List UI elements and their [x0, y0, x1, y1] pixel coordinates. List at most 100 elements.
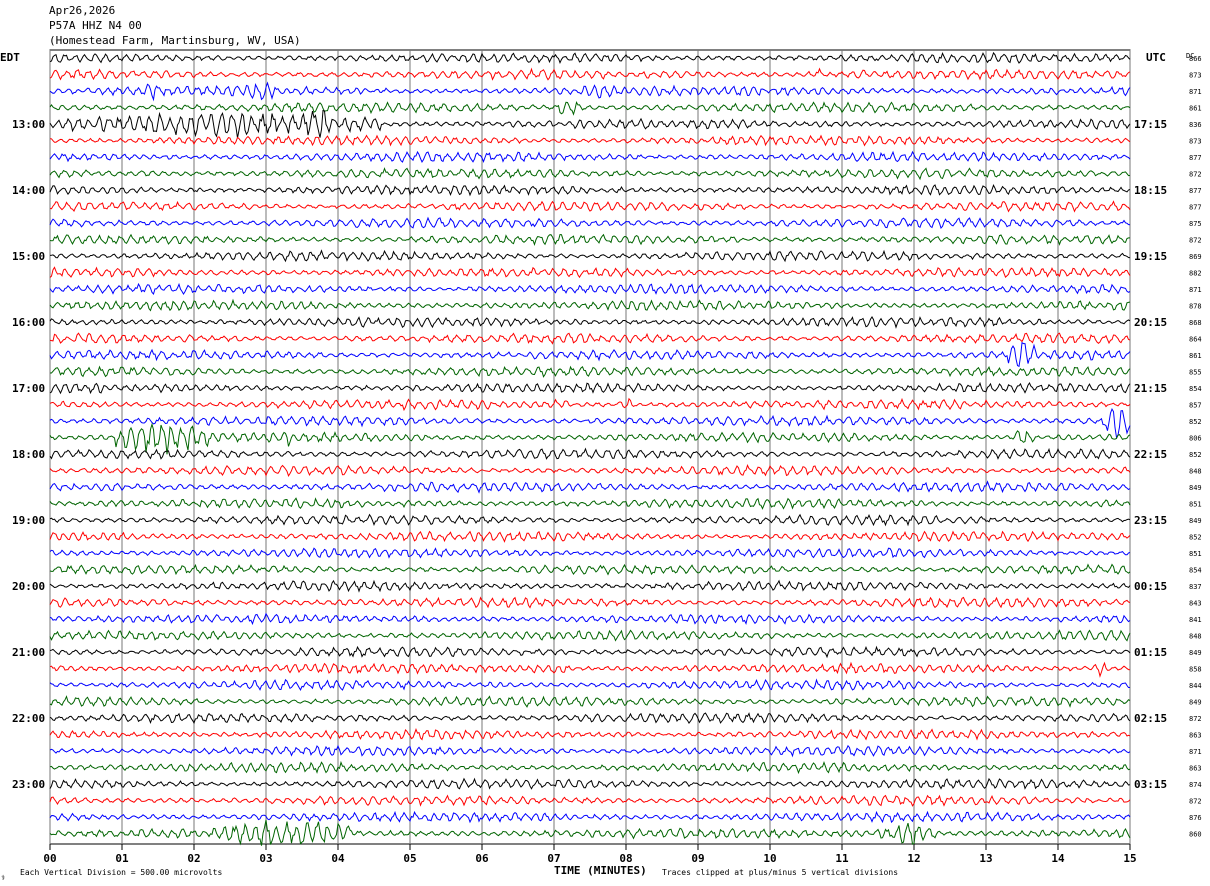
x-tick-label: 04: [331, 852, 345, 865]
edt-hour-label: 20:00: [12, 580, 45, 593]
dc-offset-label: 837: [1189, 583, 1202, 591]
edt-hour-label: 18:00: [12, 448, 45, 461]
dc-offset-label: 875: [1189, 220, 1202, 228]
trace-line: [49, 316, 1131, 329]
plot-frame: [49, 49, 1131, 845]
trace-line: [49, 184, 1131, 197]
utc-hour-label: 19:15: [1134, 250, 1167, 263]
x-tick-label: 10: [763, 852, 776, 865]
trace-line: [49, 810, 1131, 824]
trace-line: [49, 629, 1131, 642]
edt-hour-label: 23:00: [12, 778, 45, 791]
trace-line: [49, 547, 1131, 559]
edt-hour-label: 16:00: [12, 316, 45, 329]
x-tick-label: 12: [907, 852, 920, 865]
dc-offset-label: 882: [1189, 270, 1202, 278]
edt-hour-label: 14:00: [12, 184, 45, 197]
utc-hour-label: 01:15: [1134, 646, 1167, 659]
trace-line: [49, 612, 1131, 626]
edt-label: EDT: [0, 51, 20, 64]
trace-line: [49, 530, 1131, 543]
dc-offset-label: 848: [1189, 468, 1202, 476]
utc-hour-label: 20:15: [1134, 316, 1167, 329]
dc-offset-label: 860: [1189, 831, 1202, 839]
header-location: (Homestead Farm, Martinsburg, WV, USA): [49, 34, 301, 47]
edt-hour-label: 13:00: [12, 118, 45, 131]
trace-line: [49, 341, 1131, 368]
dc-offset-label: 844: [1189, 682, 1202, 690]
trace-line: [49, 67, 1131, 81]
utc-hour-label: 17:15: [1134, 118, 1167, 131]
trace-line: [49, 81, 1131, 102]
dc-offset-label: 849: [1189, 649, 1202, 657]
edt-hour-label: 19:00: [12, 514, 45, 527]
trace-line: [49, 480, 1131, 494]
trace-line: [49, 596, 1131, 609]
dc-label: DC: [1186, 52, 1194, 60]
dc-offset-label: 863: [1189, 765, 1202, 773]
x-tick-label: 02: [187, 852, 200, 865]
trace-line: [49, 381, 1131, 395]
dc-offset-label: 854: [1189, 567, 1202, 575]
trace-line: [49, 200, 1131, 213]
trace-line: [49, 282, 1131, 295]
trace-line: [49, 497, 1131, 510]
x-tick-label: 00: [43, 852, 56, 865]
trace-line: [49, 109, 1131, 139]
utc-hour-label: 23:15: [1134, 514, 1167, 527]
dc-offset-label: 869: [1189, 253, 1202, 261]
x-tick-label: 01: [115, 852, 129, 865]
trace-line: [49, 298, 1131, 312]
x-tick-label: 11: [835, 852, 849, 865]
trace-line: [49, 150, 1131, 163]
dc-offset-label: 873: [1189, 138, 1202, 146]
dc-offset-label: 861: [1189, 105, 1202, 113]
trace-line: [49, 645, 1131, 659]
dc-offset-label: 868: [1189, 319, 1202, 327]
dc-offset-label: 848: [1189, 633, 1202, 641]
trace-line: [49, 579, 1131, 593]
utc-label: UTC: [1146, 51, 1166, 64]
dc-offset-label: 858: [1189, 666, 1202, 674]
dc-offset-label: 843: [1189, 600, 1202, 608]
dc-offset-label: 872: [1189, 798, 1202, 806]
trace-line: [49, 397, 1131, 412]
dc-offset-label: 852: [1189, 451, 1202, 459]
x-tick-label: 03: [259, 852, 272, 865]
trace-line: [49, 266, 1131, 279]
dc-offset-label: 866: [1189, 55, 1202, 63]
corner-mark: ⚕: [1, 874, 5, 882]
dc-offset-label: 849: [1189, 699, 1202, 707]
edt-hour-label: 22:00: [12, 712, 45, 725]
trace-line: [49, 712, 1131, 725]
dc-offset-label: 861: [1189, 352, 1202, 360]
x-tick-label: 07: [547, 852, 560, 865]
header-date: Apr26,2026: [49, 4, 116, 17]
trace-line: [49, 563, 1131, 576]
utc-hour-label: 18:15: [1134, 184, 1167, 197]
trace-line: [49, 249, 1131, 263]
utc-hour-label: 03:15: [1134, 778, 1167, 791]
dc-offset-label: 852: [1189, 418, 1202, 426]
dc-offset-label: 877: [1189, 187, 1202, 195]
dc-offset-label: 878: [1189, 303, 1202, 311]
x-tick-label: 13: [979, 852, 992, 865]
dc-offset-label: 874: [1189, 781, 1202, 789]
dc-offset-label: 806: [1189, 435, 1202, 443]
trace-line: [49, 422, 1131, 455]
trace-line: [49, 167, 1131, 181]
trace-line: [49, 513, 1131, 527]
clip-note: Traces clipped at plus/minus 5 vertical …: [662, 868, 898, 877]
dc-offset-label: 854: [1189, 385, 1202, 393]
dc-offset-label: 851: [1189, 501, 1202, 509]
edt-hour-label: 15:00: [12, 250, 45, 263]
utc-hour-label: 02:15: [1134, 712, 1167, 725]
header-station: P57A HHZ N4 00: [49, 19, 142, 32]
seismic-traces: [49, 51, 1131, 846]
minute-grid: [49, 50, 1131, 844]
trace-line: [49, 760, 1131, 775]
utc-hour-label: 21:15: [1134, 382, 1167, 395]
trace-line: [49, 101, 1131, 116]
edt-hour-label: 21:00: [12, 646, 45, 659]
x-tick-label: 15: [1123, 852, 1136, 865]
